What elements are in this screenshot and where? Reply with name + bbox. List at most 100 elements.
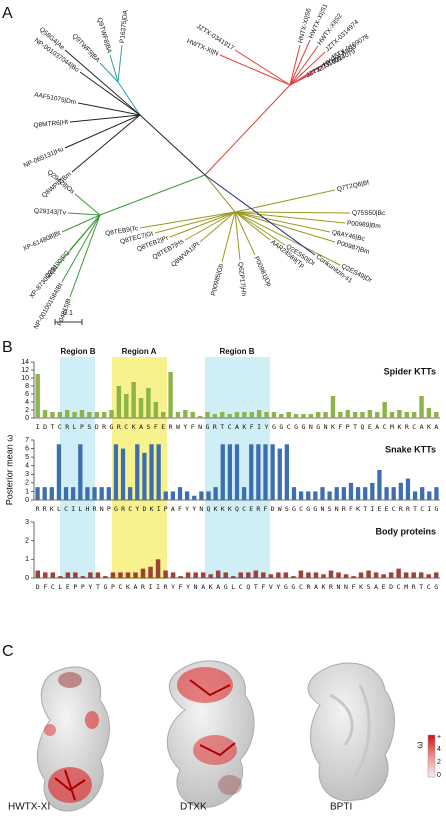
bar	[433, 572, 439, 578]
residue-label: M	[390, 423, 394, 431]
bar	[148, 566, 153, 578]
bar	[110, 572, 116, 578]
bar	[313, 491, 318, 500]
residue-label: K	[331, 423, 335, 431]
bar	[168, 372, 173, 418]
bar	[156, 444, 161, 500]
residue-label: C	[287, 423, 291, 431]
residue-label: Y	[88, 583, 92, 591]
residue-label: E	[385, 505, 389, 513]
bar	[200, 572, 206, 578]
residue-label: G	[291, 583, 295, 591]
bar	[177, 487, 183, 500]
residue-label: P	[107, 505, 111, 513]
bar	[43, 572, 48, 578]
residue-label: A	[375, 423, 379, 431]
residue-label: C	[242, 505, 246, 513]
residue-label: G	[294, 423, 298, 431]
bar	[106, 487, 111, 500]
bar	[212, 414, 218, 418]
branch	[234, 211, 341, 266]
residue-label: Y	[192, 505, 196, 513]
leaf-label: XP-614808|Bt	[22, 230, 62, 253]
branch	[139, 114, 206, 176]
bar	[298, 491, 304, 500]
bar	[142, 452, 147, 500]
residue-label: N	[344, 583, 348, 591]
branch	[79, 71, 141, 116]
branch	[67, 212, 101, 216]
bar	[163, 491, 168, 500]
scale-label: 0.1	[63, 310, 73, 317]
residue-label: G	[206, 423, 210, 431]
residue-label: A	[235, 423, 239, 431]
branch	[69, 114, 141, 123]
leaf-label: P00981|Dp	[252, 255, 272, 288]
residue-label: N	[198, 423, 202, 431]
residue-label: C	[397, 583, 401, 591]
bar	[35, 570, 41, 578]
residue-label: G	[110, 423, 114, 431]
residue-label: C	[383, 423, 387, 431]
branch	[234, 211, 256, 256]
leaf-label: Q8MTR6|Ht	[33, 119, 68, 129]
bar	[375, 412, 380, 418]
residue-label: S	[367, 583, 371, 591]
residue-label: I	[71, 505, 75, 513]
residue-label: F	[154, 423, 158, 431]
bar	[320, 487, 325, 500]
bar	[291, 487, 297, 500]
bar	[341, 487, 346, 500]
chart-title: Spider KTTs	[384, 366, 436, 376]
residue-label: T	[363, 505, 367, 513]
bar	[170, 491, 176, 500]
residue-label: K	[359, 583, 363, 591]
branch	[234, 211, 241, 261]
bar	[366, 570, 371, 578]
bar	[301, 414, 306, 418]
residue-label: P	[80, 423, 84, 431]
residue-label: T	[50, 423, 54, 431]
residue-label: F	[250, 423, 254, 431]
bar	[360, 412, 365, 418]
bar	[125, 572, 131, 578]
residue-label: N	[199, 505, 203, 513]
residue-label: H	[85, 505, 89, 513]
y-tick-label: 7	[25, 437, 29, 444]
bar	[256, 444, 261, 500]
leaf-label: P00987|Bm	[336, 239, 370, 255]
branch	[204, 84, 291, 176]
bar	[120, 448, 126, 500]
residue-label: L	[78, 505, 82, 513]
bar	[276, 572, 281, 578]
bar	[370, 482, 375, 500]
residue-label: G	[292, 505, 296, 513]
residue-label: K	[209, 583, 213, 591]
residue-label: G	[284, 583, 288, 591]
residue-label: Q	[207, 505, 211, 513]
bar	[268, 574, 274, 578]
branch	[221, 211, 236, 263]
leaf-label: Q9TWF8|BA	[95, 17, 112, 55]
bar	[42, 487, 47, 500]
branch	[234, 211, 286, 246]
bar	[306, 572, 311, 578]
bar	[116, 386, 122, 418]
residue-label: E	[368, 423, 372, 431]
residue-label: C	[64, 505, 68, 513]
residue-label: I	[257, 423, 261, 431]
bar	[315, 412, 321, 418]
residue-label: T	[353, 423, 357, 431]
residue-label: C	[124, 423, 128, 431]
residue-label: Q	[235, 505, 239, 513]
branch	[289, 44, 301, 86]
residue-label: N	[321, 505, 325, 513]
residue-label: G	[306, 505, 310, 513]
branch	[154, 211, 236, 234]
residue-label: G	[316, 423, 320, 431]
branch	[234, 49, 291, 86]
residue-label: K	[221, 505, 225, 513]
bar	[249, 444, 254, 500]
residue-label: E	[249, 505, 253, 513]
residue-label: C	[228, 423, 232, 431]
